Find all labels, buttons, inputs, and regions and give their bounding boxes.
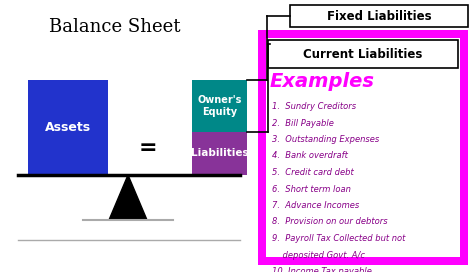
Text: Liabilities: Liabilities bbox=[191, 149, 248, 159]
Text: Examples: Examples bbox=[270, 72, 375, 91]
Bar bbox=[192, 132, 247, 175]
Text: 1.  Sundry Creditors: 1. Sundry Creditors bbox=[272, 102, 356, 111]
Bar bbox=[192, 80, 247, 132]
Text: Owner's
Equity: Owner's Equity bbox=[197, 95, 242, 117]
Text: 2.  Bill Payable: 2. Bill Payable bbox=[272, 119, 334, 128]
Text: Assets: Assets bbox=[45, 121, 91, 134]
Text: 5.  Credit card debt: 5. Credit card debt bbox=[272, 168, 354, 177]
Bar bbox=[266, 38, 460, 257]
Text: 8.  Provision on our debtors: 8. Provision on our debtors bbox=[272, 218, 388, 227]
Bar bbox=[290, 5, 468, 27]
Text: 7.  Advance Incomes: 7. Advance Incomes bbox=[272, 201, 359, 210]
Text: 4.  Bank overdraft: 4. Bank overdraft bbox=[272, 152, 348, 160]
Bar bbox=[268, 40, 458, 68]
Text: Balance Sheet: Balance Sheet bbox=[49, 18, 181, 36]
Polygon shape bbox=[109, 175, 147, 220]
Bar bbox=[258, 30, 468, 265]
Text: 9.  Payroll Tax Collected but not: 9. Payroll Tax Collected but not bbox=[272, 234, 405, 243]
Text: 6.  Short term loan: 6. Short term loan bbox=[272, 184, 351, 193]
Text: Fixed Liabilities: Fixed Liabilities bbox=[327, 10, 431, 23]
Text: Current Liabilities: Current Liabilities bbox=[303, 48, 423, 60]
Text: 3.  Outstanding Expenses: 3. Outstanding Expenses bbox=[272, 135, 379, 144]
Text: 10. Income Tax payable: 10. Income Tax payable bbox=[272, 267, 372, 272]
Text: deposited Govt. A/c: deposited Govt. A/c bbox=[272, 251, 365, 259]
Text: =: = bbox=[139, 138, 157, 158]
Bar bbox=[28, 80, 108, 175]
